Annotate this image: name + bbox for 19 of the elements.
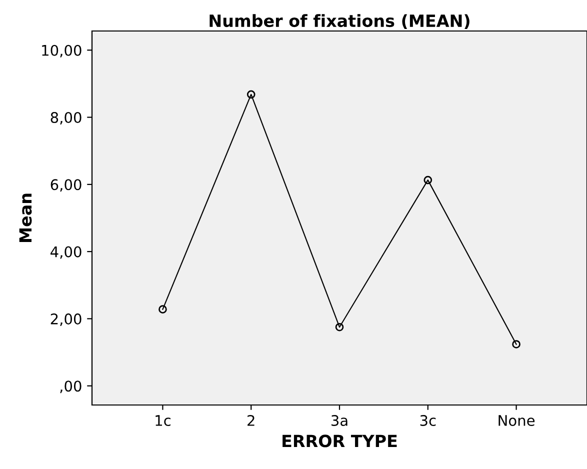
y-tick-label: 8,00 [50, 112, 82, 125]
y-tick-label: 2,00 [50, 313, 82, 326]
y-tick-label: 6,00 [50, 179, 82, 192]
y-tick-label: ,00 [60, 380, 82, 394]
y-tick-label: 10,00 [42, 44, 82, 58]
x-tick-label: 3c [420, 414, 436, 426]
x-tick-label: None [498, 415, 535, 426]
x-tick-label: 1c [156, 415, 170, 426]
x-tick-label: 2 [248, 414, 254, 426]
y-tick-label: 4,00 [50, 246, 82, 259]
x-tick-label: 3a [332, 414, 348, 426]
point [512, 340, 520, 348]
x-axis-title: ERROR TYPE [282, 434, 397, 448]
point [246, 90, 256, 99]
point [158, 305, 167, 314]
y-axis-title: Mean [19, 194, 32, 242]
point [424, 176, 432, 184]
point [335, 322, 344, 332]
chart-title: Number of fixations (MEAN) [210, 14, 470, 30]
